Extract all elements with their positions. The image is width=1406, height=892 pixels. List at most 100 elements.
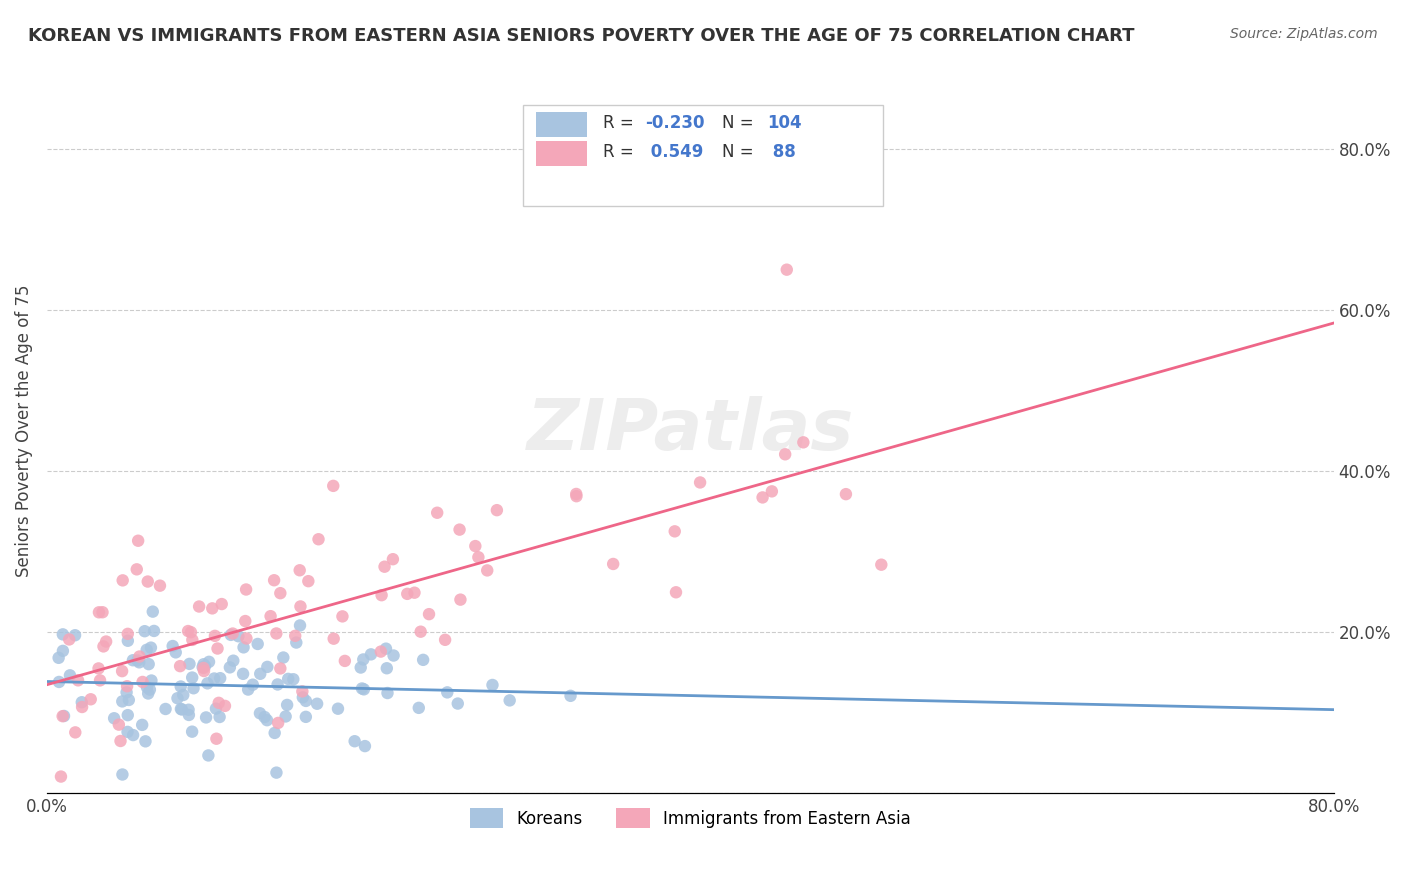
Point bbox=[205, 731, 228, 746]
Point bbox=[180, 625, 202, 640]
Point bbox=[266, 765, 288, 780]
Point bbox=[273, 650, 295, 665]
Point bbox=[242, 678, 264, 692]
Point bbox=[204, 629, 226, 643]
Point bbox=[111, 574, 134, 588]
Point bbox=[408, 701, 430, 715]
Point bbox=[172, 688, 194, 702]
Point bbox=[117, 627, 139, 641]
Point bbox=[202, 672, 225, 686]
Point bbox=[222, 626, 245, 640]
Point bbox=[602, 557, 624, 571]
Point bbox=[170, 680, 193, 694]
Point bbox=[205, 701, 228, 715]
Point bbox=[375, 641, 398, 656]
Point bbox=[436, 685, 458, 699]
Point bbox=[870, 558, 893, 572]
Point bbox=[115, 679, 138, 693]
Point bbox=[412, 653, 434, 667]
Point bbox=[128, 649, 150, 664]
Point bbox=[141, 673, 163, 688]
Point bbox=[115, 685, 138, 699]
Point bbox=[449, 592, 471, 607]
Text: KOREAN VS IMMIGRANTS FROM EASTERN ASIA SENIORS POVERTY OVER THE AGE OF 75 CORREL: KOREAN VS IMMIGRANTS FROM EASTERN ASIA S… bbox=[28, 27, 1135, 45]
Point bbox=[52, 627, 75, 641]
Point bbox=[48, 650, 70, 665]
Point bbox=[396, 587, 419, 601]
Point bbox=[447, 697, 470, 711]
Point bbox=[291, 690, 314, 705]
Point bbox=[373, 559, 395, 574]
Point bbox=[290, 599, 312, 614]
Text: R =: R = bbox=[603, 143, 638, 161]
Point bbox=[236, 682, 259, 697]
Y-axis label: Seniors Poverty Over the Age of 75: Seniors Poverty Over the Age of 75 bbox=[15, 285, 32, 577]
Point bbox=[222, 654, 245, 668]
Point bbox=[464, 539, 486, 553]
Point bbox=[664, 524, 686, 539]
Point bbox=[191, 660, 214, 674]
Point bbox=[193, 664, 215, 678]
Point bbox=[283, 672, 305, 686]
Point bbox=[792, 435, 814, 450]
Point bbox=[211, 597, 233, 611]
Text: 0.549: 0.549 bbox=[645, 143, 703, 161]
Point bbox=[80, 692, 103, 706]
Point bbox=[197, 676, 219, 690]
Point bbox=[218, 660, 240, 674]
Point bbox=[70, 695, 93, 709]
Point bbox=[467, 550, 489, 565]
Point bbox=[322, 632, 344, 646]
Point bbox=[350, 681, 373, 696]
Point bbox=[87, 605, 110, 619]
Point bbox=[177, 708, 200, 723]
Text: ZIPatlas: ZIPatlas bbox=[527, 396, 853, 465]
Point bbox=[179, 657, 201, 671]
Point bbox=[295, 710, 318, 724]
Point bbox=[138, 657, 160, 672]
Point bbox=[256, 713, 278, 727]
Point bbox=[122, 728, 145, 742]
Point bbox=[134, 734, 156, 748]
Point bbox=[108, 717, 131, 731]
Point bbox=[418, 607, 440, 622]
Point bbox=[498, 693, 520, 707]
Point bbox=[52, 709, 75, 723]
Point bbox=[193, 661, 215, 675]
Point bbox=[52, 644, 75, 658]
Point bbox=[165, 645, 187, 659]
Point bbox=[63, 628, 86, 642]
Point bbox=[761, 484, 783, 499]
Point bbox=[266, 626, 288, 640]
Point bbox=[434, 632, 457, 647]
Point bbox=[308, 533, 330, 547]
Point bbox=[166, 691, 188, 706]
Point bbox=[193, 657, 215, 672]
Point bbox=[350, 660, 373, 674]
Point bbox=[352, 652, 374, 666]
Point bbox=[125, 562, 148, 576]
Point bbox=[326, 702, 349, 716]
Text: -0.230: -0.230 bbox=[645, 114, 704, 132]
Point bbox=[122, 653, 145, 667]
Point bbox=[266, 677, 288, 691]
Point bbox=[201, 601, 224, 615]
Point bbox=[276, 698, 298, 712]
Point bbox=[382, 648, 405, 663]
Point bbox=[354, 739, 377, 753]
Point bbox=[322, 479, 344, 493]
Point bbox=[375, 661, 398, 675]
Point bbox=[773, 447, 796, 461]
Point bbox=[177, 624, 200, 638]
Point bbox=[219, 628, 242, 642]
Point bbox=[565, 487, 588, 501]
Point bbox=[232, 640, 254, 655]
Point bbox=[110, 734, 132, 748]
Point bbox=[198, 655, 221, 669]
Point bbox=[103, 711, 125, 725]
Point bbox=[285, 635, 308, 649]
Point bbox=[111, 767, 134, 781]
Point bbox=[235, 632, 257, 646]
Point bbox=[288, 618, 311, 632]
Point bbox=[136, 686, 159, 700]
